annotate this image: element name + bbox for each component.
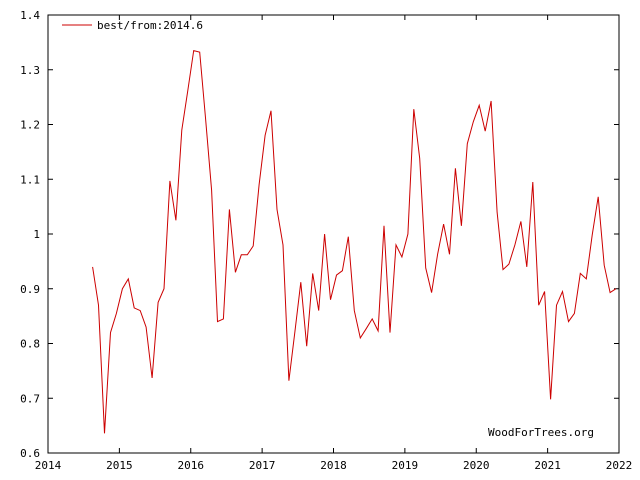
x-tick-label: 2019	[392, 459, 419, 472]
y-tick-label: 0.9	[20, 283, 40, 296]
series-line	[92, 49, 617, 434]
x-tick-label: 2015	[106, 459, 133, 472]
x-tick-label: 2020	[463, 459, 490, 472]
x-tick-label: 2018	[320, 459, 347, 472]
series-layer	[92, 49, 617, 434]
legend-label: best/from:2014.6	[97, 19, 203, 32]
x-tick-label: 2021	[534, 459, 561, 472]
y-tick-label: 1	[33, 228, 40, 241]
y-tick-label: 0.6	[20, 447, 40, 460]
plot-frame	[47, 14, 620, 454]
y-tick-label: 1.3	[20, 64, 40, 77]
y-tick-label: 1.2	[20, 119, 40, 132]
x-tick-label: 2022	[606, 459, 633, 472]
x-tick-label: 2016	[178, 459, 205, 472]
y-tick-label: 0.7	[20, 392, 40, 405]
legend: best/from:2014.6	[62, 19, 203, 32]
y-tick-label: 1.4	[20, 9, 40, 22]
y-tick-label: 1.1	[20, 173, 40, 186]
credit-label: WoodForTrees.org	[488, 426, 594, 439]
y-tick-label: 0.8	[20, 338, 40, 351]
ticks-layer: 2014 2015 2016 2017 2018 2019 2020 2021 2022 0.6 0…	[20, 9, 632, 472]
x-tick-label: 2017	[249, 459, 276, 472]
x-tick-label: 2014	[35, 459, 62, 472]
